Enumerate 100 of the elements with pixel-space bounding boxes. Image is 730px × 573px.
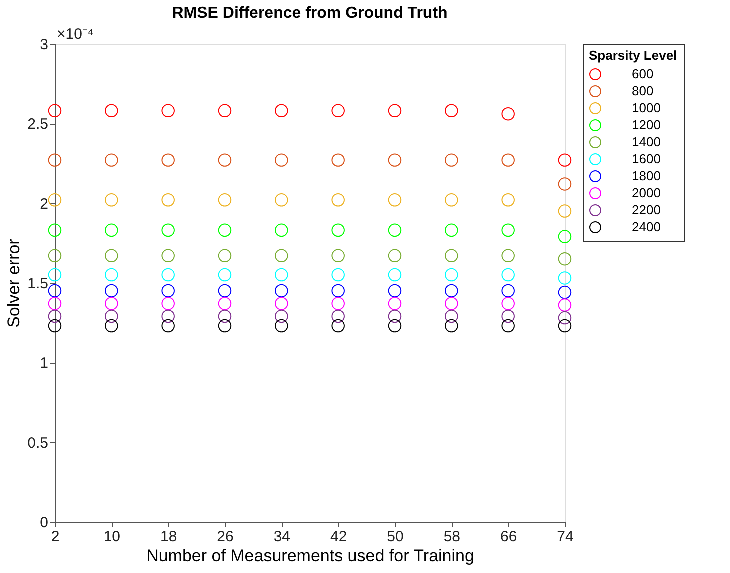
- point: [162, 297, 175, 310]
- point: [162, 319, 175, 333]
- point: [502, 310, 515, 324]
- point: [388, 249, 402, 263]
- point: [48, 154, 62, 167]
- point: [388, 319, 402, 333]
- point: [332, 249, 345, 263]
- point: [332, 224, 345, 238]
- point: [105, 284, 118, 298]
- x-tick-label: 50: [387, 528, 404, 546]
- point: [502, 268, 515, 282]
- point: [162, 310, 175, 324]
- point: [558, 319, 572, 333]
- point: [502, 284, 515, 298]
- point: [48, 224, 62, 238]
- point: [332, 154, 345, 167]
- point: [275, 284, 288, 298]
- point: [445, 310, 458, 324]
- point: [502, 224, 515, 238]
- point: [218, 284, 232, 298]
- point: [388, 297, 402, 310]
- point: [275, 194, 288, 207]
- x-tick-label: 2: [51, 528, 60, 546]
- point: [445, 297, 458, 310]
- point: [105, 310, 118, 324]
- x-tick-label: 34: [274, 528, 291, 546]
- point: [558, 286, 572, 300]
- point: [332, 310, 345, 324]
- point: [162, 194, 175, 207]
- y-tick-label: 2.5: [28, 116, 48, 134]
- point: [332, 319, 345, 333]
- x-tick-label: 10: [104, 528, 121, 546]
- point: [445, 249, 458, 263]
- point: [105, 268, 118, 282]
- legend-label: 1400: [632, 134, 661, 150]
- point: [445, 224, 458, 238]
- point: [105, 104, 118, 118]
- x-tick-label: 42: [330, 528, 348, 546]
- point: [48, 194, 62, 207]
- point: [502, 107, 515, 121]
- point: [105, 319, 118, 333]
- chart-title: RMSE Difference from Ground Truth: [172, 5, 448, 22]
- point: [445, 268, 458, 282]
- point: [162, 154, 175, 167]
- point: [218, 297, 232, 310]
- point: [558, 154, 572, 167]
- legend-label: 2400: [632, 220, 661, 234]
- point: [105, 154, 118, 167]
- point: [558, 311, 572, 325]
- x-axis-title: Number of Measurements used for Training: [146, 546, 474, 566]
- point: [332, 194, 345, 207]
- point: [558, 272, 572, 285]
- y-tick-label: 2: [40, 196, 48, 213]
- point: [275, 104, 288, 118]
- point: [388, 104, 402, 118]
- point: [218, 154, 232, 167]
- legend-label: 1600: [632, 152, 661, 166]
- point: [388, 268, 402, 282]
- point: [162, 224, 175, 238]
- legend-label: 1200: [632, 118, 661, 132]
- point: [162, 104, 175, 118]
- point: [105, 249, 118, 263]
- point: [388, 284, 402, 298]
- point: [332, 268, 345, 282]
- point: [502, 194, 515, 207]
- point: [445, 194, 458, 207]
- point: [502, 249, 515, 263]
- point: [502, 297, 515, 310]
- legend-label: 800: [632, 84, 654, 98]
- point: [162, 284, 175, 298]
- legend-label: 2200: [632, 202, 661, 218]
- point: [48, 319, 62, 333]
- y-tick-label: 0: [40, 514, 48, 532]
- point: [48, 104, 62, 118]
- legend-title: Sparsity Level: [589, 48, 678, 63]
- y-tick-label: 1.5: [28, 276, 48, 292]
- point: [218, 104, 232, 118]
- point: [218, 319, 232, 333]
- x-tick-label: 18: [160, 528, 178, 546]
- point: [275, 310, 288, 324]
- point: [275, 249, 288, 263]
- x-tick-label: 26: [217, 528, 234, 546]
- point: [162, 249, 175, 263]
- legend-label: 1000: [632, 100, 661, 116]
- y-tick-label: 3: [40, 36, 48, 54]
- point: [48, 310, 62, 324]
- point: [332, 104, 345, 118]
- point: [445, 104, 458, 118]
- point: [558, 230, 572, 244]
- point: [218, 224, 232, 238]
- point: [558, 252, 572, 266]
- point: [105, 224, 118, 238]
- point: [388, 194, 402, 207]
- x-tick-label: 74: [557, 528, 574, 546]
- point: [445, 319, 458, 333]
- point: [388, 154, 402, 167]
- point: [332, 284, 345, 298]
- point: [388, 224, 402, 238]
- text: ×10⁻⁴: [57, 26, 94, 43]
- point: [162, 268, 175, 282]
